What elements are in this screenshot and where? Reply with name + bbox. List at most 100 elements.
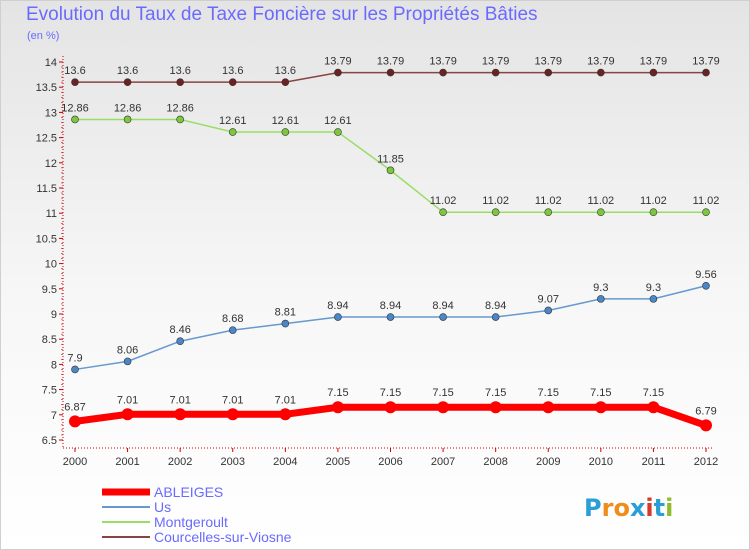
data-label: 13.6	[222, 65, 243, 77]
y-tick-label: 12	[45, 158, 57, 170]
x-tick-label: 2007	[431, 456, 455, 468]
y-tick-label: 6.5	[42, 435, 57, 447]
data-point	[439, 313, 447, 321]
data-point	[491, 68, 500, 77]
data-point	[491, 313, 500, 321]
x-tick-label: 2010	[589, 456, 613, 468]
data-point	[700, 419, 712, 432]
data-label: 11.02	[535, 195, 562, 207]
data-label: 11.85	[377, 153, 404, 165]
data-label: 13.79	[429, 56, 457, 68]
data-point	[123, 78, 132, 86]
data-label: 9.07	[538, 293, 559, 305]
logo-letter: x	[630, 494, 646, 522]
data-label: 9.3	[593, 282, 608, 294]
chart-title: Evolution du Taux de Taxe Foncière sur l…	[26, 4, 538, 25]
x-tick-label: 2001	[115, 456, 139, 468]
data-point	[71, 115, 79, 124]
y-tick-label: 13	[45, 107, 57, 119]
data-label: 8.94	[432, 300, 453, 312]
data-label: 7.01	[169, 394, 190, 406]
logo-letter: o	[613, 494, 630, 522]
data-point	[649, 68, 658, 77]
data-point	[386, 166, 395, 175]
data-label: 7.15	[327, 387, 348, 399]
data-label: 11.02	[430, 195, 457, 207]
data-label: 12.61	[324, 115, 352, 127]
x-tick-label: 2011	[642, 456, 666, 468]
data-point	[121, 408, 134, 421]
data-point	[491, 208, 500, 216]
data-point	[702, 281, 710, 290]
y-tick-label: 11.5	[36, 183, 57, 195]
data-point	[69, 415, 81, 428]
data-label: 7.9	[67, 352, 82, 364]
logo-letter: i	[665, 494, 673, 522]
data-label: 13.79	[482, 56, 510, 68]
data-label: 13.6	[117, 65, 138, 77]
data-point	[439, 208, 447, 216]
data-point	[597, 208, 605, 216]
logo-letter: i	[645, 494, 653, 522]
data-point	[489, 401, 502, 414]
data-point	[386, 68, 395, 77]
data-point	[281, 128, 290, 136]
data-point	[281, 78, 290, 86]
data-label: 13.6	[275, 65, 296, 77]
y-tick-label: 10	[45, 259, 57, 271]
data-label: 8.06	[117, 344, 138, 356]
data-label: 13.79	[534, 56, 562, 68]
x-tick-label: 2008	[483, 456, 507, 468]
data-label: 8.81	[275, 307, 296, 319]
data-point	[544, 306, 553, 315]
y-tick-label: 7	[51, 410, 57, 422]
data-label: 13.79	[377, 56, 405, 68]
y-tick-label: 8.5	[42, 334, 57, 346]
data-point	[71, 78, 79, 86]
y-tick-label: 9	[51, 309, 57, 321]
data-label: 12.86	[61, 102, 89, 114]
data-point	[228, 78, 237, 86]
data-label: 7.15	[643, 387, 664, 399]
data-label: 13.79	[324, 56, 352, 68]
y-tick-label: 9.5	[42, 284, 57, 296]
x-tick-label: 2004	[273, 456, 297, 468]
legend-label: Montgeroult	[154, 514, 228, 530]
legend: ABLEIGESUsMontgeroultCourcelles-sur-Vios…	[102, 484, 292, 545]
data-label: 13.79	[587, 56, 615, 68]
data-point	[226, 408, 239, 421]
data-label: 8.46	[169, 324, 190, 336]
data-label: 11.02	[587, 195, 614, 207]
x-tick-label: 2000	[63, 456, 87, 468]
legend-label: Us	[154, 499, 171, 515]
data-point	[649, 208, 658, 216]
data-label: 13.6	[64, 65, 85, 77]
x-tick-label: 2012	[694, 456, 718, 468]
axes: 6.5 7 7.5 8 8.5 9 9.5 10 10.5 11 11.5 12 12.5 13 13.5 1…	[36, 56, 718, 468]
data-label: 7.15	[432, 387, 453, 399]
data-point	[123, 357, 132, 366]
data-labels: 13.6 13.6 13.6 13.6 13.6 13.79 13.79 13.79 13.79…	[61, 56, 720, 418]
data-label: 6.79	[695, 405, 716, 417]
data-point	[279, 408, 292, 421]
data-point	[544, 208, 553, 216]
data-point	[542, 401, 555, 414]
data-label: 11.02	[693, 195, 720, 207]
data-point	[123, 115, 132, 124]
y-tick-label: 12.5	[36, 133, 57, 145]
data-label: 7.01	[222, 394, 243, 406]
data-point	[176, 115, 184, 124]
data-point	[649, 295, 658, 303]
data-point	[176, 337, 184, 346]
x-tick-label: 2009	[536, 456, 560, 468]
data-label: 7.15	[485, 387, 506, 399]
x-tick-label: 2006	[378, 456, 402, 468]
logo-letter: P	[584, 494, 602, 522]
data-label: 8.94	[380, 300, 401, 312]
data-label: 7.15	[380, 387, 401, 399]
data-label: 8.94	[485, 300, 506, 312]
proxiti-logo: Proxiti	[584, 494, 673, 522]
y-tick-label: 13.5	[36, 82, 57, 94]
